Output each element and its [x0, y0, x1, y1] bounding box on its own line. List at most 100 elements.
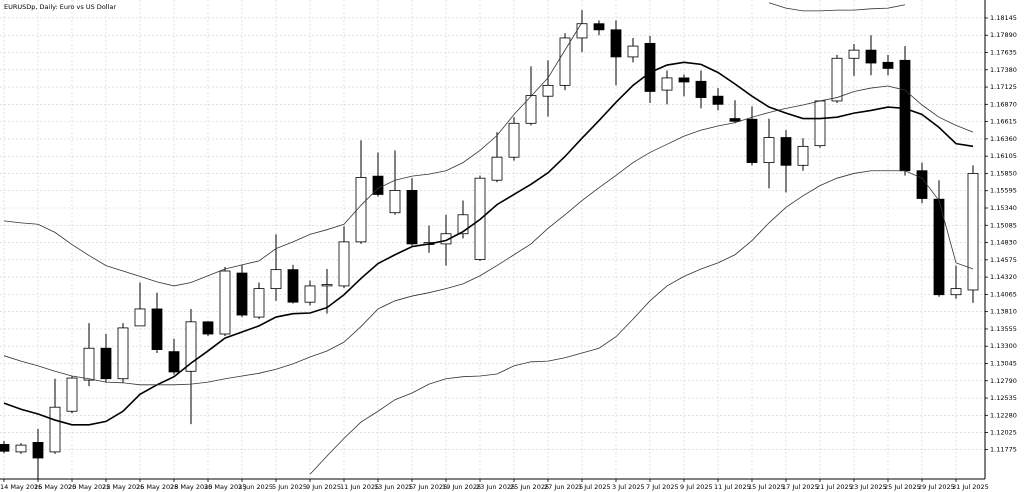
- x-tick-label: 1 Jul 2025: [578, 483, 611, 491]
- candle-body: [389, 189, 401, 214]
- x-tick-label: 25 Jun 2025: [510, 483, 549, 491]
- candle-body: [151, 308, 163, 350]
- candle-body: [49, 406, 61, 453]
- y-tick-label: 1.16105: [990, 152, 1017, 160]
- candle-body: [406, 189, 418, 245]
- indicator-line: [3, 85, 974, 386]
- x-tick-label: 9 Jul 2025: [680, 483, 713, 491]
- candle-body: [15, 444, 27, 453]
- candle-body: [882, 61, 894, 69]
- indicator-line: [309, 170, 974, 475]
- y-tick-label: 1.16615: [990, 118, 1017, 126]
- candle-body: [695, 80, 707, 98]
- y-tick-label: 1.18145: [990, 14, 1017, 22]
- candle-body: [746, 118, 758, 164]
- candle-body: [66, 377, 78, 412]
- y-tick-label: 1.14575: [990, 256, 1017, 264]
- candle-body: [134, 308, 146, 327]
- candle-body: [865, 49, 877, 64]
- x-tick-label: 25 Jul 2025: [884, 483, 921, 491]
- x-tick-label: 5 Jun 2025: [272, 483, 307, 491]
- y-tick-label: 1.13300: [990, 342, 1017, 350]
- candle-body: [457, 214, 469, 235]
- x-tick-label: 23 Jul 2025: [850, 483, 887, 491]
- candle-body: [372, 175, 384, 195]
- grid: [0, 0, 985, 479]
- y-tick-label: 1.13555: [990, 325, 1017, 333]
- y-tick-label: 1.12025: [990, 429, 1017, 437]
- y-tick-label: 1.12790: [990, 377, 1017, 385]
- y-tick-label: 1.14830: [990, 239, 1017, 247]
- candle-body: [508, 122, 520, 158]
- candle-body: [848, 49, 860, 59]
- x-tick-label: 9 Jun 2025: [306, 483, 341, 491]
- x-tick-label: 20 May 2025: [68, 483, 110, 491]
- y-tick-label: 1.11775: [990, 446, 1017, 454]
- x-tick-label: 21 Jul 2025: [816, 483, 853, 491]
- candle-body: [627, 45, 639, 58]
- x-tick-label: 3 Jun 2025: [238, 483, 273, 491]
- y-tick-label: 1.16870: [990, 100, 1017, 108]
- candle-body: [287, 269, 299, 303]
- candle-body: [321, 284, 333, 287]
- y-tick-label: 1.15850: [990, 169, 1017, 177]
- candle-body: [644, 42, 656, 92]
- x-tick-label: 22 May 2025: [102, 483, 144, 491]
- candle-body: [100, 347, 112, 380]
- x-tick-label: 17 Jun 2025: [408, 483, 447, 491]
- y-tick-label: 1.13045: [990, 359, 1017, 367]
- x-tick-label: 16 May 2025: [34, 483, 76, 491]
- candle-body: [916, 170, 928, 199]
- candle-body: [270, 269, 282, 290]
- x-tick-label: 26 May 2025: [136, 483, 178, 491]
- y-tick-label: 1.16360: [990, 135, 1017, 143]
- candle-body: [0, 444, 10, 452]
- x-tick-label: 3 Jul 2025: [612, 483, 645, 491]
- x-tick-label: 29 Jul 2025: [918, 483, 955, 491]
- candle-body: [899, 59, 911, 172]
- x-tick-label: 14 May 2025: [0, 483, 42, 491]
- candle-body: [491, 156, 503, 181]
- candle-body: [797, 145, 809, 166]
- chart-title: EURUSDp, Daily: Euro vs US Dollar: [4, 3, 116, 11]
- y-tick-label: 1.15085: [990, 221, 1017, 229]
- candle-body: [253, 288, 265, 318]
- candle-body: [967, 173, 979, 291]
- y-tick-label: 1.17635: [990, 49, 1017, 57]
- y-tick-label: 1.14320: [990, 273, 1017, 281]
- x-tick-label: 23 Jun 2025: [476, 483, 515, 491]
- x-tick-label: 15 Jul 2025: [748, 483, 785, 491]
- indicator-line: [3, 2, 906, 287]
- candle-body: [950, 288, 962, 296]
- x-tick-label: 11 Jun 2025: [340, 483, 379, 491]
- candle-body: [338, 241, 350, 287]
- y-tick-label: 1.15340: [990, 204, 1017, 212]
- x-tick-label: 11 Jul 2025: [714, 483, 751, 491]
- candle-body: [678, 77, 690, 83]
- candle-body: [304, 285, 316, 303]
- y-tick-label: 1.15595: [990, 187, 1017, 195]
- y-tick-label: 1.12280: [990, 411, 1017, 419]
- y-tick-label: 1.17125: [990, 83, 1017, 91]
- y-tick-label: 1.17380: [990, 66, 1017, 74]
- candle-body: [525, 95, 537, 124]
- candle-body: [219, 270, 231, 335]
- candle-body: [117, 327, 129, 380]
- candle-body: [763, 137, 775, 164]
- x-tick-label: 17 Jul 2025: [782, 483, 819, 491]
- x-tick-label: 30 May 2025: [204, 483, 246, 491]
- x-tick-label: 13 Jun 2025: [374, 483, 413, 491]
- x-tick-label: 7 Jul 2025: [646, 483, 679, 491]
- candle-body: [814, 100, 826, 147]
- candle-body: [610, 29, 622, 58]
- candle-body: [168, 351, 180, 373]
- candle-body: [542, 84, 554, 97]
- x-tick-label: 27 Jun 2025: [544, 483, 583, 491]
- candle-body: [729, 118, 741, 122]
- plot-area: [0, 2, 979, 479]
- candle-body: [831, 57, 843, 102]
- candle-body: [202, 321, 214, 335]
- candle-body: [712, 95, 724, 105]
- y-tick-label: 1.14065: [990, 290, 1017, 298]
